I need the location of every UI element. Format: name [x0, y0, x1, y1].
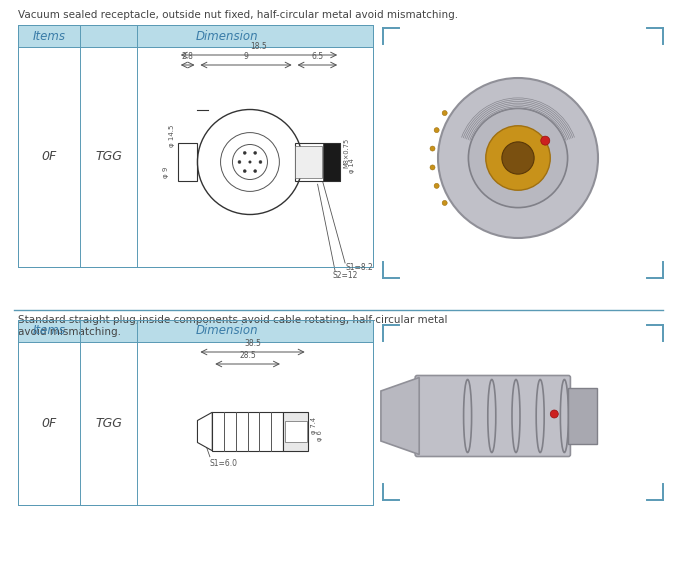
Bar — [18, 320, 373, 342]
Text: 28.5: 28.5 — [239, 351, 256, 360]
Text: 2.8: 2.8 — [181, 52, 194, 61]
Text: Items: Items — [32, 325, 66, 338]
Text: 38.5: 38.5 — [244, 339, 261, 348]
Text: φ 9: φ 9 — [163, 167, 169, 178]
Text: Items: Items — [32, 30, 66, 42]
Text: S1=8.2: S1=8.2 — [345, 263, 373, 272]
Circle shape — [550, 410, 559, 418]
Text: M8×0.75: M8×0.75 — [343, 137, 349, 168]
Circle shape — [541, 136, 550, 145]
FancyBboxPatch shape — [415, 375, 571, 456]
Text: φ 14: φ 14 — [349, 158, 355, 173]
Circle shape — [442, 111, 447, 116]
Circle shape — [238, 161, 241, 164]
Circle shape — [254, 169, 257, 173]
Bar — [18, 342, 373, 505]
Bar — [294, 143, 340, 181]
Bar — [322, 143, 340, 181]
Bar — [18, 320, 373, 505]
Circle shape — [430, 165, 435, 170]
Circle shape — [243, 151, 246, 154]
Circle shape — [248, 161, 251, 164]
Text: Dimension: Dimension — [195, 30, 258, 42]
Polygon shape — [198, 412, 213, 450]
Circle shape — [430, 146, 435, 151]
Text: S1=6.0: S1=6.0 — [210, 459, 238, 468]
Bar — [18, 25, 373, 267]
Text: 0F: 0F — [41, 417, 57, 430]
Bar — [295, 146, 322, 178]
Circle shape — [254, 151, 257, 154]
Text: TGG: TGG — [95, 417, 122, 430]
Circle shape — [434, 183, 439, 189]
Bar — [18, 47, 373, 267]
Circle shape — [486, 126, 550, 190]
Text: 18.5: 18.5 — [250, 42, 267, 51]
Circle shape — [468, 108, 567, 208]
Text: Vacuum sealed receptacle, outside nut fixed, half-circular metal avoid mismatchi: Vacuum sealed receptacle, outside nut fi… — [18, 10, 458, 20]
Text: Standard straight plug,inside components avoid cable rotating, half-circular met: Standard straight plug,inside components… — [18, 315, 447, 336]
Bar — [283, 412, 307, 450]
Text: TGG: TGG — [95, 151, 122, 164]
Text: 0F: 0F — [41, 151, 57, 164]
Text: 6.5: 6.5 — [311, 52, 324, 61]
Text: φ 14.5: φ 14.5 — [169, 125, 175, 147]
Circle shape — [502, 142, 534, 174]
Polygon shape — [381, 378, 419, 455]
Text: 9: 9 — [244, 52, 248, 61]
Text: φ 7.4: φ 7.4 — [311, 417, 317, 434]
Circle shape — [438, 78, 598, 238]
Text: S2=12: S2=12 — [332, 271, 357, 280]
Bar — [569, 388, 596, 443]
Bar — [18, 25, 373, 47]
Bar — [213, 412, 283, 450]
Circle shape — [259, 161, 262, 164]
Text: Dimension: Dimension — [195, 325, 258, 338]
Circle shape — [243, 169, 246, 173]
Bar — [285, 421, 307, 442]
Text: φ 6: φ 6 — [317, 430, 323, 441]
Bar — [178, 143, 198, 181]
Circle shape — [434, 127, 439, 133]
Circle shape — [442, 200, 447, 205]
